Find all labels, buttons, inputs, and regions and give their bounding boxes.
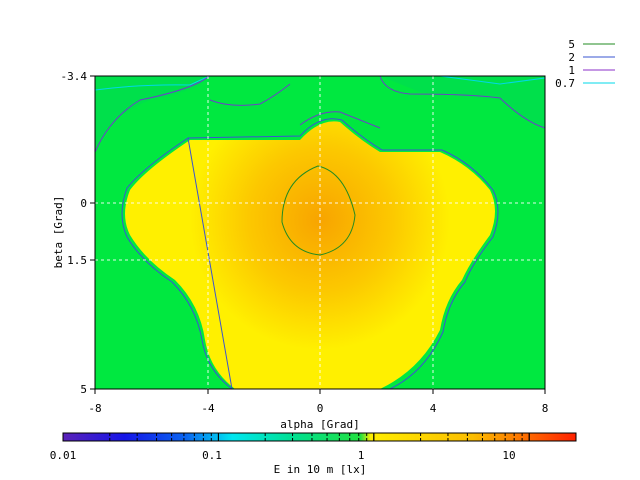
legend-label: 0.7 — [555, 77, 575, 90]
contour-line-1 — [95, 76, 545, 153]
colorbar-tick-label: 1 — [358, 449, 365, 462]
plot-area — [95, 76, 545, 389]
x-tick-label: 4 — [430, 402, 437, 415]
contour-line-5 — [281, 165, 356, 256]
x-tick-label: 0 — [317, 402, 324, 415]
colorbar-tick-label: 0.1 — [202, 449, 222, 462]
colorbar-tick-label: 0.01 — [50, 449, 77, 462]
x-axis-ticks — [94, 389, 546, 394]
legend-label: 1 — [568, 64, 575, 77]
x-axis-label: alpha [Grad] — [280, 418, 359, 431]
x-tick-label: 8 — [542, 402, 549, 415]
x-tick-label: -8 — [88, 402, 101, 415]
y-tick-label: 0 — [80, 197, 87, 210]
colorbar-gradient-bar — [62, 432, 577, 442]
y-axis-ticks — [90, 75, 95, 390]
legend: 5 2 1 0.7 — [555, 38, 615, 90]
grid — [95, 76, 545, 389]
y-tick-label: -3.4 — [61, 70, 88, 83]
contour-line-0.7 — [95, 76, 545, 91]
colorbar-tick-label: 10 — [502, 449, 515, 462]
contour-line-2 — [121, 118, 499, 389]
legend-label: 2 — [568, 51, 575, 64]
bright-region — [125, 121, 495, 389]
y-tick-label: 1.5 — [67, 254, 87, 267]
y-axis-label: beta [Grad] — [52, 196, 65, 269]
low-intensity-region — [95, 76, 545, 150]
colorbar: 0.01 0.1 1 10 E in 10 m [lx] — [50, 432, 577, 476]
y-tick-label: 5 — [80, 383, 87, 396]
colorbar-label: E in 10 m [lx] — [274, 463, 367, 476]
legend-label: 5 — [568, 38, 575, 51]
colorbar-minor-ticks — [62, 433, 577, 441]
x-tick-label: -4 — [201, 402, 215, 415]
